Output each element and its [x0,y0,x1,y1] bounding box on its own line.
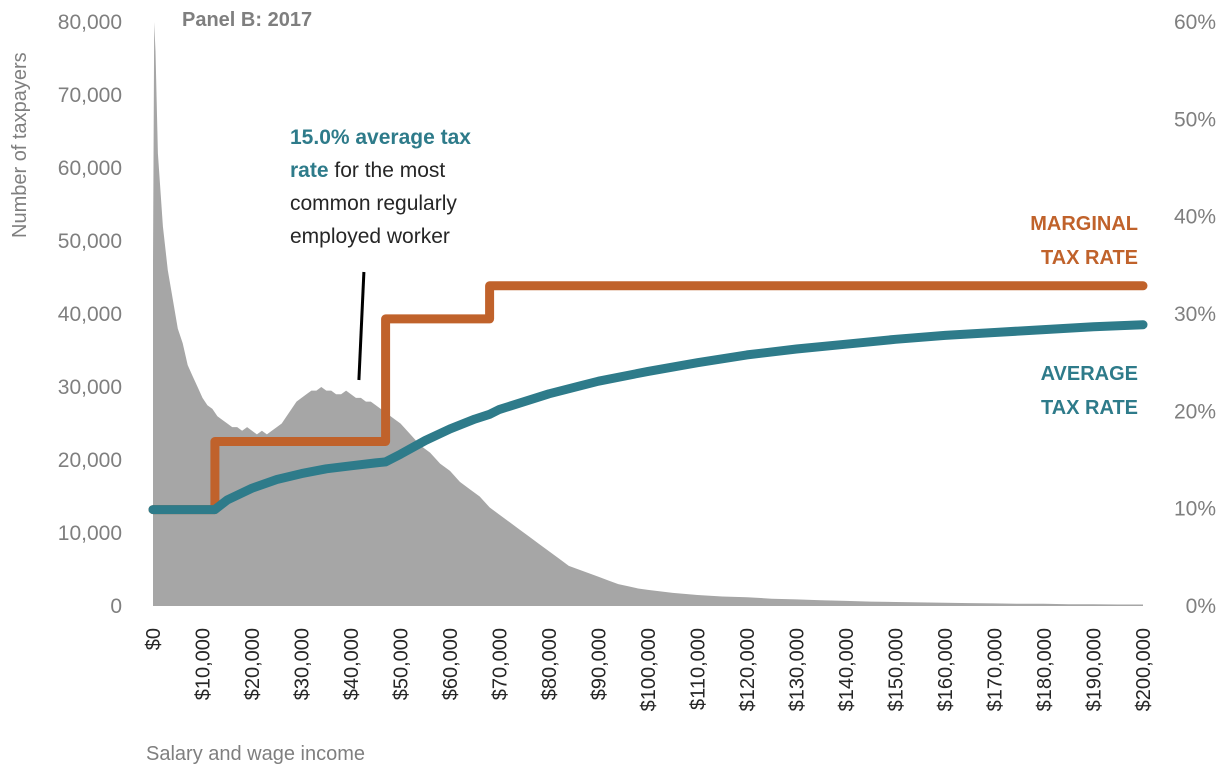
annotation-text: common regularly [290,192,457,215]
annotation-pointer [357,271,366,381]
y-tick-label: 0 [110,595,122,618]
x-tick-label: $40,000 [341,628,363,700]
x-tick-label: $100,000 [638,628,660,711]
y2-tick-label: 40% [1174,206,1216,229]
marginal-tax-rate-label: MARGINAL [1030,213,1138,235]
marginal-tax-rate-line [148,281,1148,515]
annotation-highlight: 15.0% average tax [290,126,471,149]
y2-tick-label: 60% [1174,11,1216,34]
taxpayer-distribution-area [153,22,1143,606]
y-tick-label: 70,000 [58,84,122,107]
y-tick-label: 30,000 [58,376,122,399]
panel-title: Panel B: 2017 [182,9,312,31]
annotation-line: employed worker [290,225,450,248]
axes-layer: 0 10,000 20,000 30,000 40,000 50,000 60,000 70,… [58,11,1216,711]
x-tick-label: $120,000 [737,628,759,711]
y-tick-label: 80,000 [58,11,122,34]
x-tick-label: $90,000 [589,628,611,700]
x-tick-label: $130,000 [787,628,809,711]
average-tax-rate-line [148,320,1148,515]
annotation-line: 15.0% average tax [290,126,471,149]
x-axis-label: Salary and wage income [146,743,365,765]
annotation-highlight: rate [290,159,329,182]
y2-tick-label: 20% [1174,400,1216,423]
x-tick-label: $150,000 [886,628,908,711]
x-tick-label: $200,000 [1133,628,1155,711]
y-tick-label: 20,000 [58,449,122,472]
series-labels-group: MARGINAL TAX RATE AVERAGE TAX RATE [1030,213,1138,419]
taxpayer-distribution-layer [153,22,1143,606]
x-tick-label: $140,000 [836,628,858,711]
average-tax-rate-label: TAX RATE [1041,397,1138,419]
x-tick-label: $80,000 [539,628,561,700]
annotation-text: employed worker [290,225,450,248]
x-tick-label: $70,000 [490,628,512,700]
x-tick-label: $10,000 [193,628,215,700]
tax-rate-lines-layer [148,281,1148,515]
x-tick-label: $30,000 [292,628,314,700]
x-tick-label: $160,000 [935,628,957,711]
y2-tick-label: 0% [1186,595,1216,618]
x-tick-label: $180,000 [1034,628,1056,711]
x-tick-label: $170,000 [985,628,1007,711]
x-tick-label: $190,000 [1084,628,1106,711]
annotation-group: 15.0% average tax rate for the most common… [290,126,471,381]
y2-tick-label: 50% [1174,108,1216,131]
x-tick-label: $50,000 [391,628,413,700]
y2-tick-label: 10% [1174,498,1216,521]
y-tick-label: 60,000 [58,157,122,180]
annotation-text: for the most [329,159,446,182]
y-tick-label: 10,000 [58,522,122,545]
x-tick-label: $0 [143,628,165,650]
x-tick-label: $60,000 [440,628,462,700]
marginal-tax-rate-label: TAX RATE [1041,247,1138,269]
annotation-line: common regularly [290,192,457,215]
y2-tick-label: 30% [1174,303,1216,326]
y-tick-label: 50,000 [58,230,122,253]
average-tax-rate-label: AVERAGE [1041,363,1138,385]
x-tick-label: $20,000 [242,628,264,700]
annotation-line: rate for the most [290,159,445,182]
x-tick-label: $110,000 [688,628,710,710]
y-axis-label: Number of taxpayers [9,52,31,238]
y-tick-label: 40,000 [58,303,122,326]
